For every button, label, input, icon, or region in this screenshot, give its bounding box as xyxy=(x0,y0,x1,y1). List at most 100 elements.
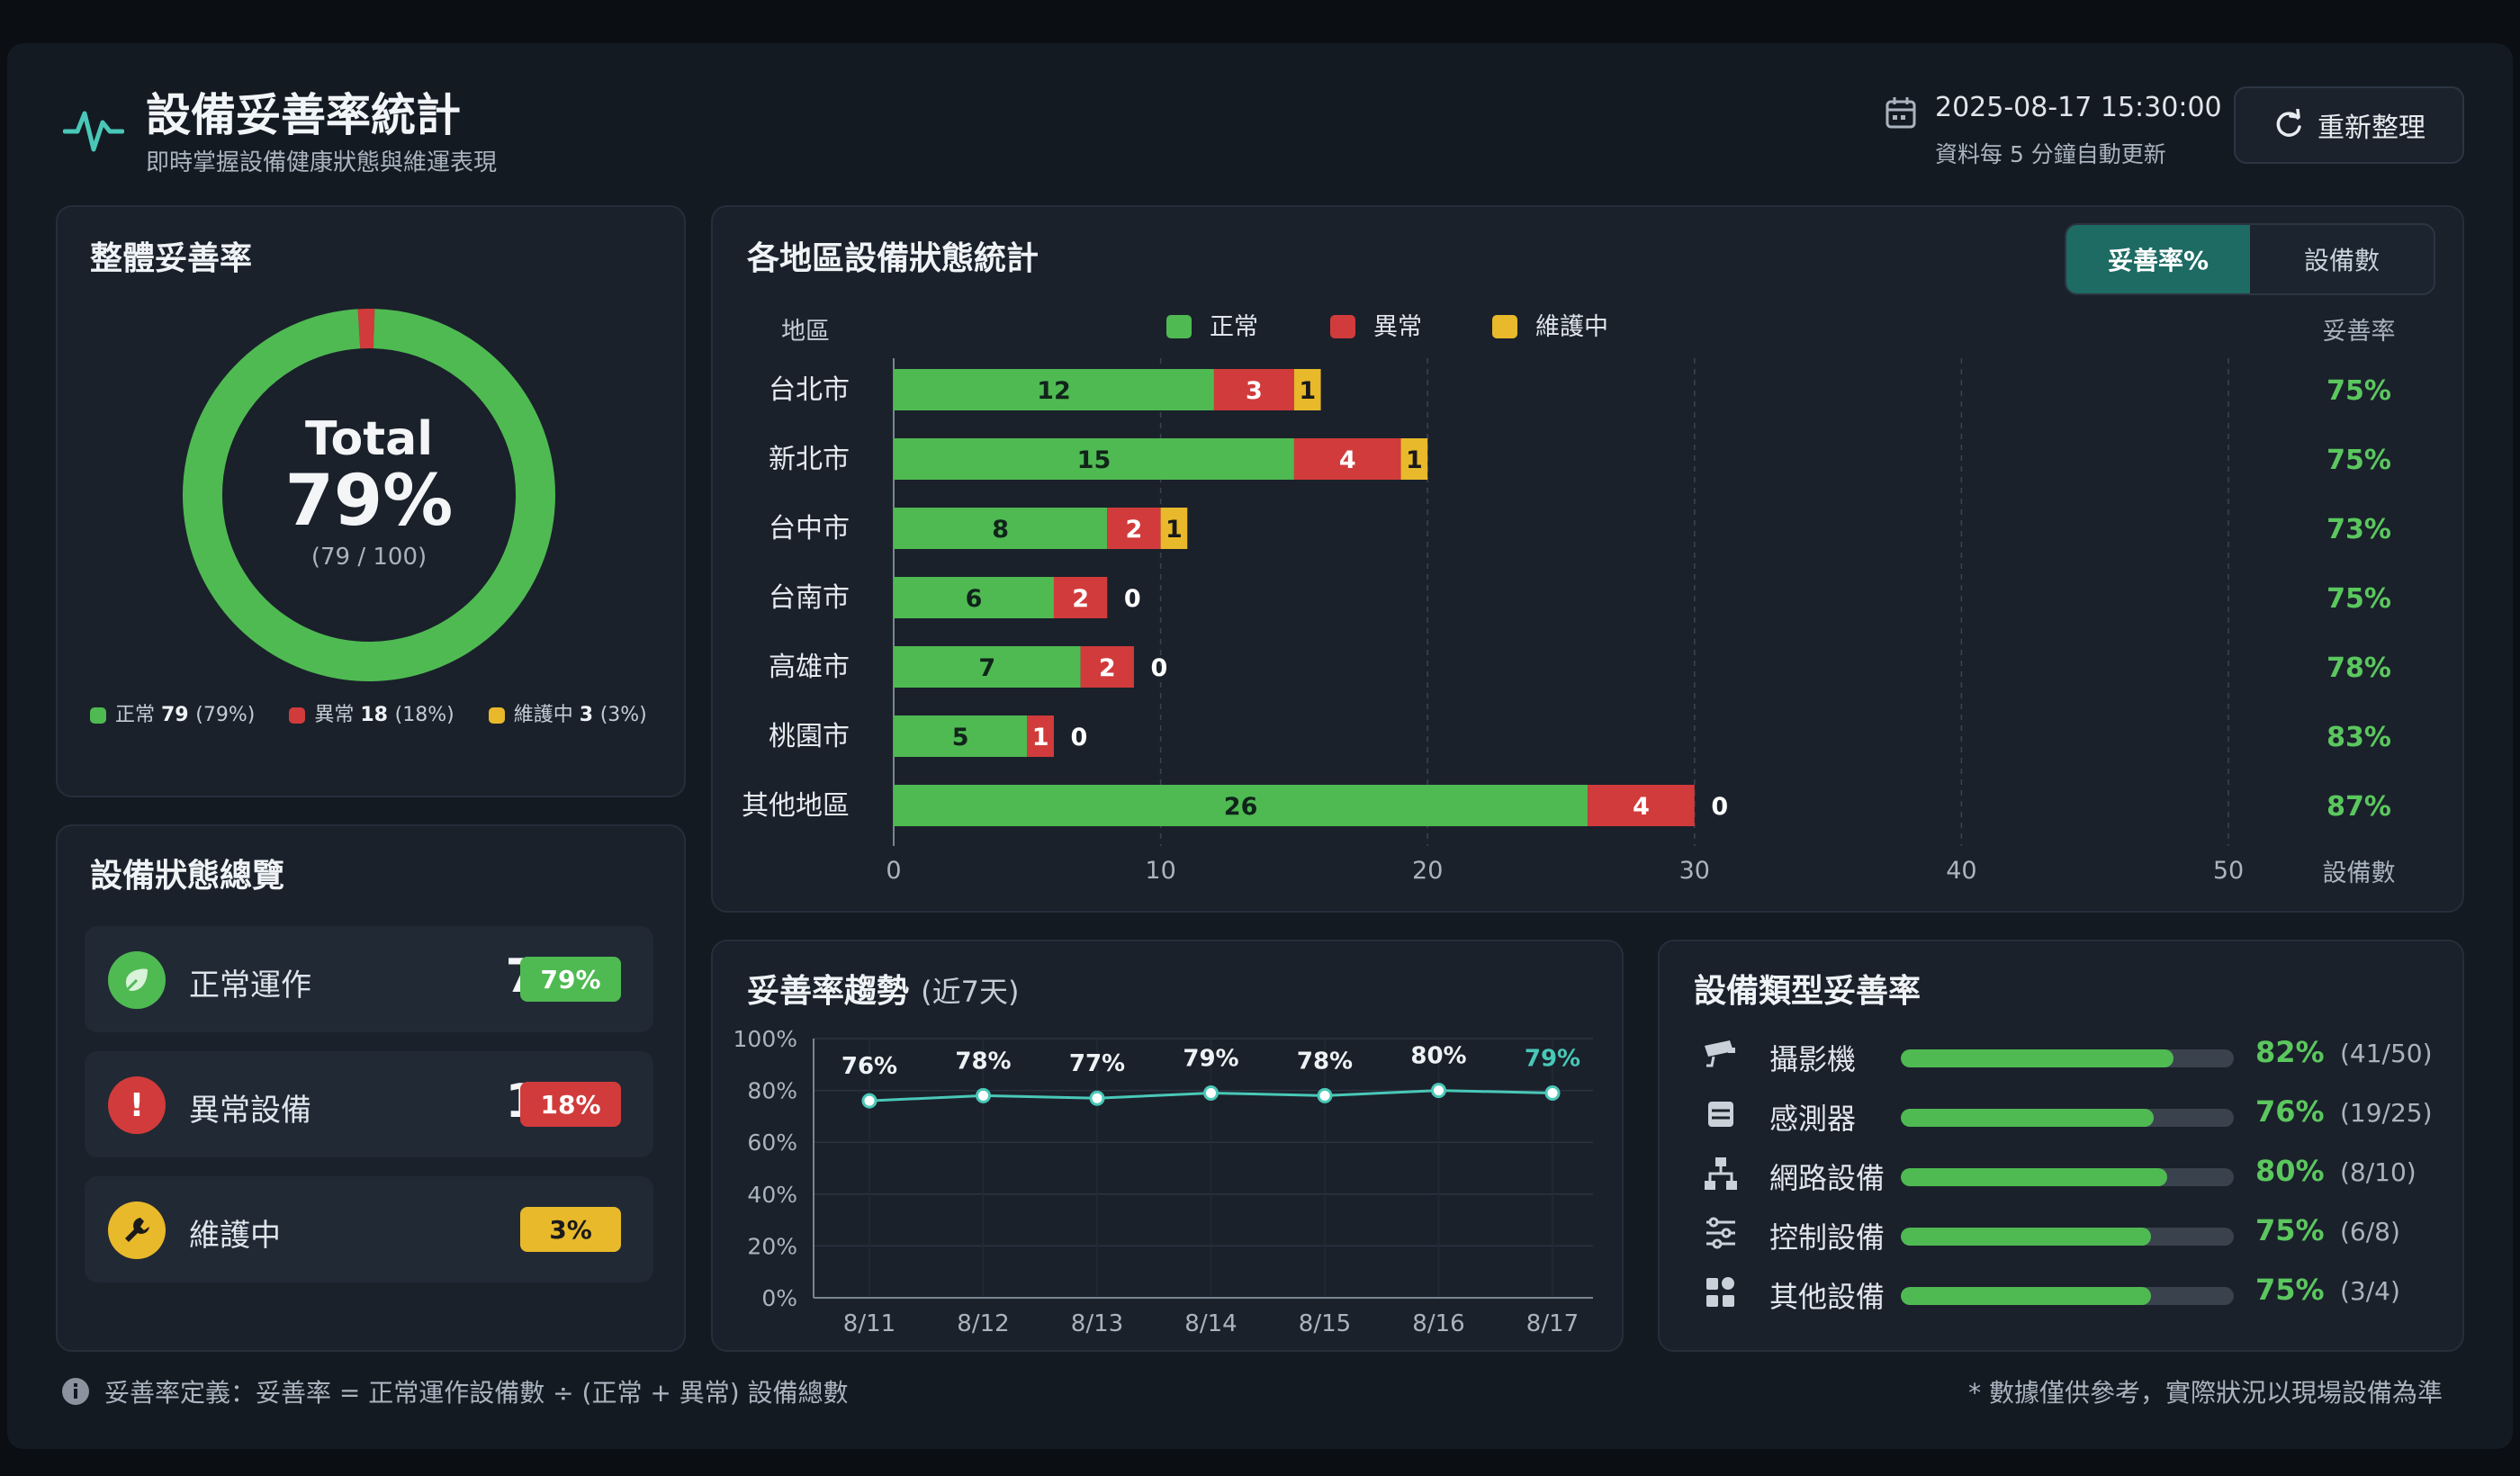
trend-value-label: 76% xyxy=(842,1053,897,1080)
toggle-count-option[interactable]: 設備數 xyxy=(2303,246,2380,275)
bar-value-label: 0 xyxy=(1151,654,1168,682)
view-toggle[interactable]: 妥善率% 設備數 xyxy=(2065,223,2435,295)
device-type-row-other[interactable]: 其他設備 75% (3/4) xyxy=(1701,1267,2421,1321)
region-rate-label: 75% xyxy=(2326,445,2391,476)
pulse-icon xyxy=(63,111,124,152)
legend-count: 79 xyxy=(161,704,196,726)
bar-value-label: 15 xyxy=(1077,446,1112,474)
sliders-icon xyxy=(1706,1217,1735,1249)
sensor-icon xyxy=(1708,1102,1733,1127)
bar-value-label: 2 xyxy=(1126,516,1143,544)
bar-segment-異常 xyxy=(1080,646,1134,688)
donut-inner-ring xyxy=(223,349,515,641)
trend-title-group: 妥善率趨勢 (近7天) xyxy=(747,965,1019,1012)
region-rate-label: 87% xyxy=(2326,791,2391,823)
refresh-button[interactable]: 重新整理 xyxy=(2234,86,2464,164)
toggle-rate-option[interactable]: 妥善率% xyxy=(2066,225,2250,293)
bar-segment-正常 xyxy=(894,508,1108,549)
device-type-bar xyxy=(1901,1049,2174,1067)
x-tick-label: 0 xyxy=(886,857,901,885)
bar-value-label: 26 xyxy=(1224,793,1258,821)
legend-swatch xyxy=(1166,315,1192,338)
device-type-count: (19/25) xyxy=(2340,1098,2433,1128)
region-label: 桃園市 xyxy=(769,721,850,752)
bar-segment-正常 xyxy=(894,438,1294,480)
legend-swatch xyxy=(1330,315,1355,338)
status-overview-title: 設備狀態總覽 xyxy=(90,858,285,895)
region-chart-title: 各地區設備狀態統計 xyxy=(747,240,1040,277)
info-icon xyxy=(62,1378,89,1405)
bar-value-label: 8 xyxy=(992,516,1009,544)
bar-value-label: 5 xyxy=(952,724,969,752)
device-type-pct: 75% xyxy=(2255,1213,2325,1247)
wrench-icon xyxy=(108,1202,166,1259)
bar-value-label: 6 xyxy=(966,585,983,613)
donut-legend-item: 正常 79 (79%) xyxy=(90,704,255,726)
donut-legend: 正常 79 (79%) 異常 18 (18%) 維護中 3 (3%) xyxy=(90,698,675,727)
device-type-row-control[interactable]: 控制設備 75% (6/8) xyxy=(1701,1208,2421,1262)
disclaimer-note: * 數據僅供參考，實際狀況以現場設備為準 xyxy=(1968,1378,2443,1408)
x-tick-label: 40 xyxy=(1946,857,1976,885)
x-axis-label: 設備數 xyxy=(2322,860,2396,887)
legend-pct: (3%) xyxy=(599,704,647,726)
exclamation-icon: ! xyxy=(108,1076,166,1134)
bar-value-label: 2 xyxy=(1072,585,1089,613)
donut-legend-item: 維護中 3 (3%) xyxy=(488,704,647,726)
status-card-maintenance[interactable]: 維護中 3 3% xyxy=(85,1176,653,1282)
status-label: 異常設備 xyxy=(189,1093,311,1129)
legend-swatch xyxy=(289,707,306,724)
device-type-name: 控制設備 xyxy=(1769,1220,1886,1255)
x-tick-label: 50 xyxy=(2213,857,2244,885)
device-type-row-network[interactable]: 網路設備 80% (8/10) xyxy=(1701,1148,2421,1202)
x-tick-label: 8/12 xyxy=(957,1310,1009,1337)
bar-value-label: 4 xyxy=(1339,446,1356,474)
device-type-count: (8/10) xyxy=(2340,1157,2416,1187)
bar-value-label: 2 xyxy=(1099,654,1116,682)
legend-label: 正常 xyxy=(115,704,161,726)
trend-title: 妥善率趨勢 xyxy=(747,973,910,1010)
device-type-bar xyxy=(1901,1287,2151,1305)
bar-value-label: 12 xyxy=(1037,377,1071,405)
bar-segment-正常 xyxy=(894,577,1054,618)
donut-center-value: 79% xyxy=(284,461,454,542)
page-subtitle: 即時掌握設備健康狀態與維運表現 xyxy=(146,149,498,176)
legend-swatch xyxy=(1492,315,1517,338)
x-tick-label: 8/15 xyxy=(1299,1310,1351,1337)
bar-segment-維護中 xyxy=(1293,369,1321,410)
bar-value-label: 1 xyxy=(1406,446,1423,474)
status-card-normal[interactable]: 正常運作 79 79% xyxy=(85,926,653,1032)
trend-value-label: 78% xyxy=(1297,1048,1353,1075)
region-rate-label: 78% xyxy=(2326,652,2391,684)
trend-value-label: 78% xyxy=(955,1048,1011,1075)
bar-value-label: 0 xyxy=(1711,793,1728,821)
y-tick-label: 40% xyxy=(747,1182,797,1208)
bar-segment-正常 xyxy=(894,646,1081,688)
device-type-panel xyxy=(1658,940,2464,1352)
y-tick-label: 20% xyxy=(747,1233,797,1259)
trend-point xyxy=(976,1087,991,1103)
device-type-row-sensor[interactable]: 感測器 76% (19/25) xyxy=(1701,1089,2433,1143)
device-type-title: 設備類型妥善率 xyxy=(1694,973,1922,1010)
status-badge: 79% xyxy=(520,957,621,1002)
bar-segment-正常 xyxy=(894,716,1028,757)
device-type-track xyxy=(1901,1049,2234,1067)
status-label: 正常運作 xyxy=(189,968,311,1004)
device-type-track xyxy=(1901,1109,2234,1127)
status-card-abnormal[interactable]: ! 異常設備 18 18% xyxy=(85,1051,653,1157)
trend-panel xyxy=(711,940,1624,1352)
auto-update-note: 資料每 5 分鐘自動更新 xyxy=(1935,141,2166,167)
rate-definition-note: 妥善率定義：妥善率 = 正常運作設備數 ÷ (正常 + 異常) 設備總數 xyxy=(104,1378,849,1408)
device-type-count: (3/4) xyxy=(2340,1276,2400,1306)
camera-icon xyxy=(1705,1040,1735,1067)
trend-point xyxy=(1203,1084,1219,1101)
donut-center-label: Total xyxy=(304,412,434,466)
x-tick-label: 10 xyxy=(1145,857,1175,885)
bar-segment-正常 xyxy=(894,369,1214,410)
legend-pct: (18%) xyxy=(394,704,454,726)
bar-segment-異常 xyxy=(1053,577,1108,618)
bar-value-label: 4 xyxy=(1633,793,1650,821)
refresh-icon xyxy=(2276,109,2301,137)
rate-column-header: 妥善率 xyxy=(2322,318,2396,346)
device-type-row-camera[interactable]: 攝影機 82% (41/50) xyxy=(1701,1030,2433,1084)
trend-line-chart: 0% 20% 40% 60% 80% 100% 76% 8/11 78% 8/12 77% 8/13 7… xyxy=(734,1026,1593,1337)
